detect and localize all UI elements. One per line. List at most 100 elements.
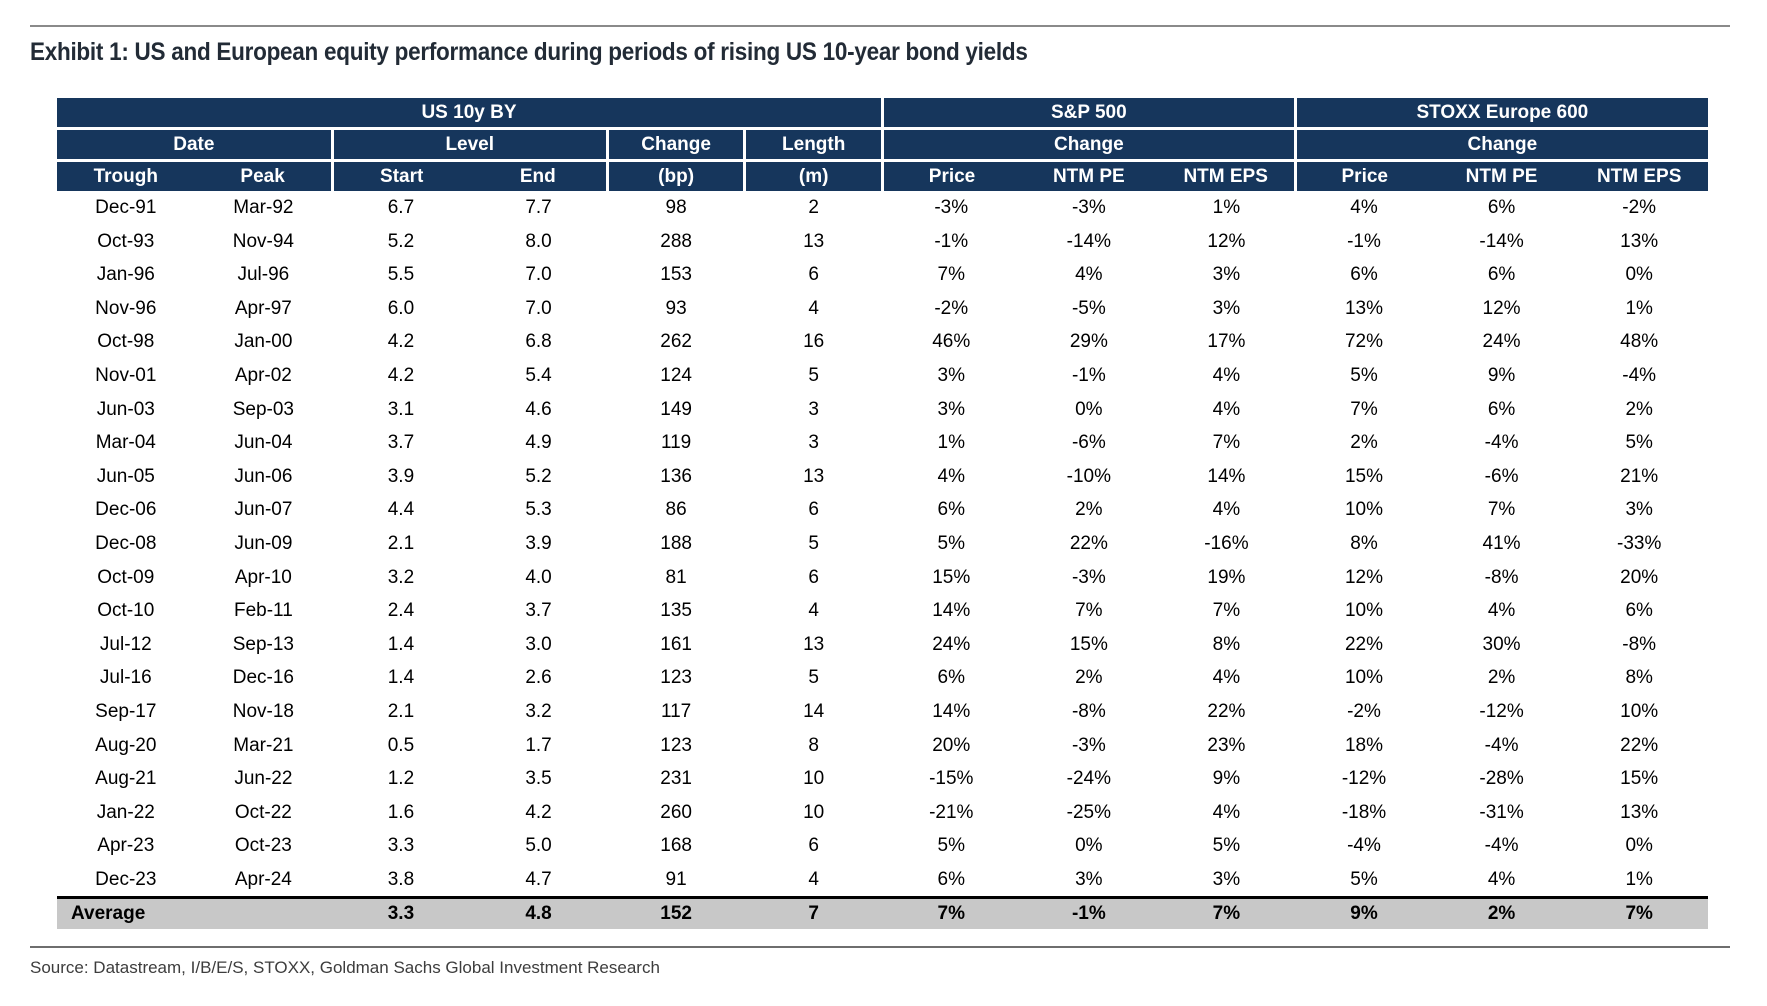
cell: 8% (1350, 532, 1378, 554)
subgroup-header: Change (882, 128, 1297, 162)
average-cell: 4.8 (469, 896, 608, 930)
cell: -2% (1347, 700, 1381, 722)
subgroup-header: Level (332, 128, 609, 162)
cell: 4% (1212, 667, 1241, 689)
cell: 13% (1620, 801, 1659, 823)
table-row: Aug-20 Mar-21 0.5 1.7 123 8 20% -3% 23% 18% -4% 22% (57, 729, 1708, 763)
cell: -31% (1479, 801, 1524, 823)
cell: 3% (937, 398, 965, 420)
cell: 7% (1487, 499, 1516, 521)
cell: 6.0 (387, 297, 415, 319)
cell: 2% (1487, 667, 1516, 689)
cell: Nov-18 (232, 700, 294, 722)
cell: 3% (1625, 499, 1653, 521)
cell: 3 (808, 432, 819, 454)
cell: 1% (1212, 197, 1241, 218)
cell: -8% (1622, 633, 1657, 655)
cell: 13 (803, 465, 825, 487)
cell: 5.4 (525, 364, 552, 386)
cell: 10% (1344, 600, 1383, 622)
cell: Dec-06 (95, 499, 157, 521)
cell: 2% (1350, 432, 1378, 454)
cell: 6.8 (525, 331, 552, 353)
cell: -3% (934, 197, 969, 218)
cell: 7.0 (525, 297, 552, 319)
cell: 91 (665, 868, 687, 890)
cell: 2% (1075, 499, 1103, 521)
cell: -6% (1071, 432, 1106, 454)
table-row: Sep-17 Nov-18 2.1 3.2 117 14 14% -8% 22% -2% -12% 1… (57, 695, 1708, 729)
cell: 6% (937, 499, 965, 521)
cell: 3.7 (525, 600, 552, 622)
cell: -10% (1066, 465, 1112, 487)
table-row: Jan-22 Oct-22 1.6 4.2 260 10 -21% -25% 4% -18% -31… (57, 796, 1708, 830)
subgroup-header: Change (1295, 128, 1708, 162)
cell: 5% (1625, 432, 1653, 454)
cell: 20% (1620, 566, 1659, 588)
cell: 260 (660, 801, 692, 823)
cell: 3% (1212, 297, 1241, 319)
cell: Oct-98 (97, 331, 155, 353)
cell: 3% (937, 364, 965, 386)
cell: 6% (937, 667, 965, 689)
cell: Jul-96 (237, 264, 290, 286)
cell: 4% (1212, 499, 1241, 521)
cell: -1% (934, 230, 969, 252)
cell: 3% (1075, 868, 1103, 890)
cell: 14% (1207, 465, 1246, 487)
cell: 0% (1625, 264, 1653, 286)
cell: 30% (1482, 633, 1521, 655)
cell: 10% (1344, 499, 1383, 521)
cell: 5 (808, 532, 819, 554)
cell: 3 (808, 398, 819, 420)
cell: -4% (1484, 734, 1519, 756)
cell: -3% (1071, 197, 1106, 218)
column-header: NTM PE (1432, 160, 1571, 191)
cell: 2.4 (387, 600, 415, 622)
cell: 13% (1344, 297, 1383, 319)
column-header: (m) (744, 160, 884, 191)
cell: Oct-09 (97, 566, 155, 588)
cell: Jun-04 (234, 432, 293, 454)
cell: -14% (1066, 230, 1112, 252)
cell: 12% (1207, 230, 1246, 252)
cell: -1% (1071, 364, 1106, 386)
header-row-columns: Trough Peak Start End (bp) (m) Price NTM PE NTM … (57, 160, 1708, 191)
cell: Aug-20 (95, 734, 157, 756)
cell: 7.0 (525, 264, 552, 286)
source-divider (30, 946, 1730, 948)
cell: 3.2 (525, 700, 552, 722)
cell: -28% (1479, 768, 1524, 790)
average-cell: 7% (1570, 896, 1708, 930)
header-row-subgroups: Date Level Change Length Change Change (57, 128, 1708, 162)
column-header: Trough (57, 160, 195, 191)
cell: Jun-05 (96, 465, 155, 487)
cell: 5.3 (525, 499, 552, 521)
cell: 1.4 (387, 667, 415, 689)
average-cell: 152 (607, 896, 745, 930)
cell: 8 (808, 734, 819, 756)
cell: Sep-17 (95, 700, 157, 722)
cell: 17% (1207, 331, 1246, 353)
cell: 149 (660, 398, 692, 420)
source-line: Source: Datastream, I/B/E/S, STOXX, Gold… (30, 958, 660, 977)
cell: 0.5 (387, 734, 415, 756)
cell: Oct-93 (97, 230, 155, 252)
column-header: End (469, 160, 609, 191)
cell: Apr-02 (234, 364, 292, 386)
cell: -1% (1347, 230, 1381, 252)
cell: 1.7 (525, 734, 552, 756)
cell: -8% (1484, 566, 1519, 588)
cell: Aug-21 (95, 768, 157, 790)
cell: Dec-91 (95, 197, 157, 218)
cell: -14% (1479, 230, 1524, 252)
cell: 3.2 (387, 566, 415, 588)
table-row: Oct-09 Apr-10 3.2 4.0 81 6 15% -3% 19% 12% -8% 20% (57, 561, 1708, 595)
cell: -2% (934, 297, 969, 319)
cell: 22% (1207, 700, 1246, 722)
cell: 4.2 (387, 331, 415, 353)
cell: 123 (660, 667, 692, 689)
cell: Oct-22 (234, 801, 292, 823)
cell: Jun-03 (96, 398, 155, 420)
table-row: Mar-04 Jun-04 3.7 4.9 119 3 1% -6% 7% 2% -4% 5% (57, 426, 1708, 460)
